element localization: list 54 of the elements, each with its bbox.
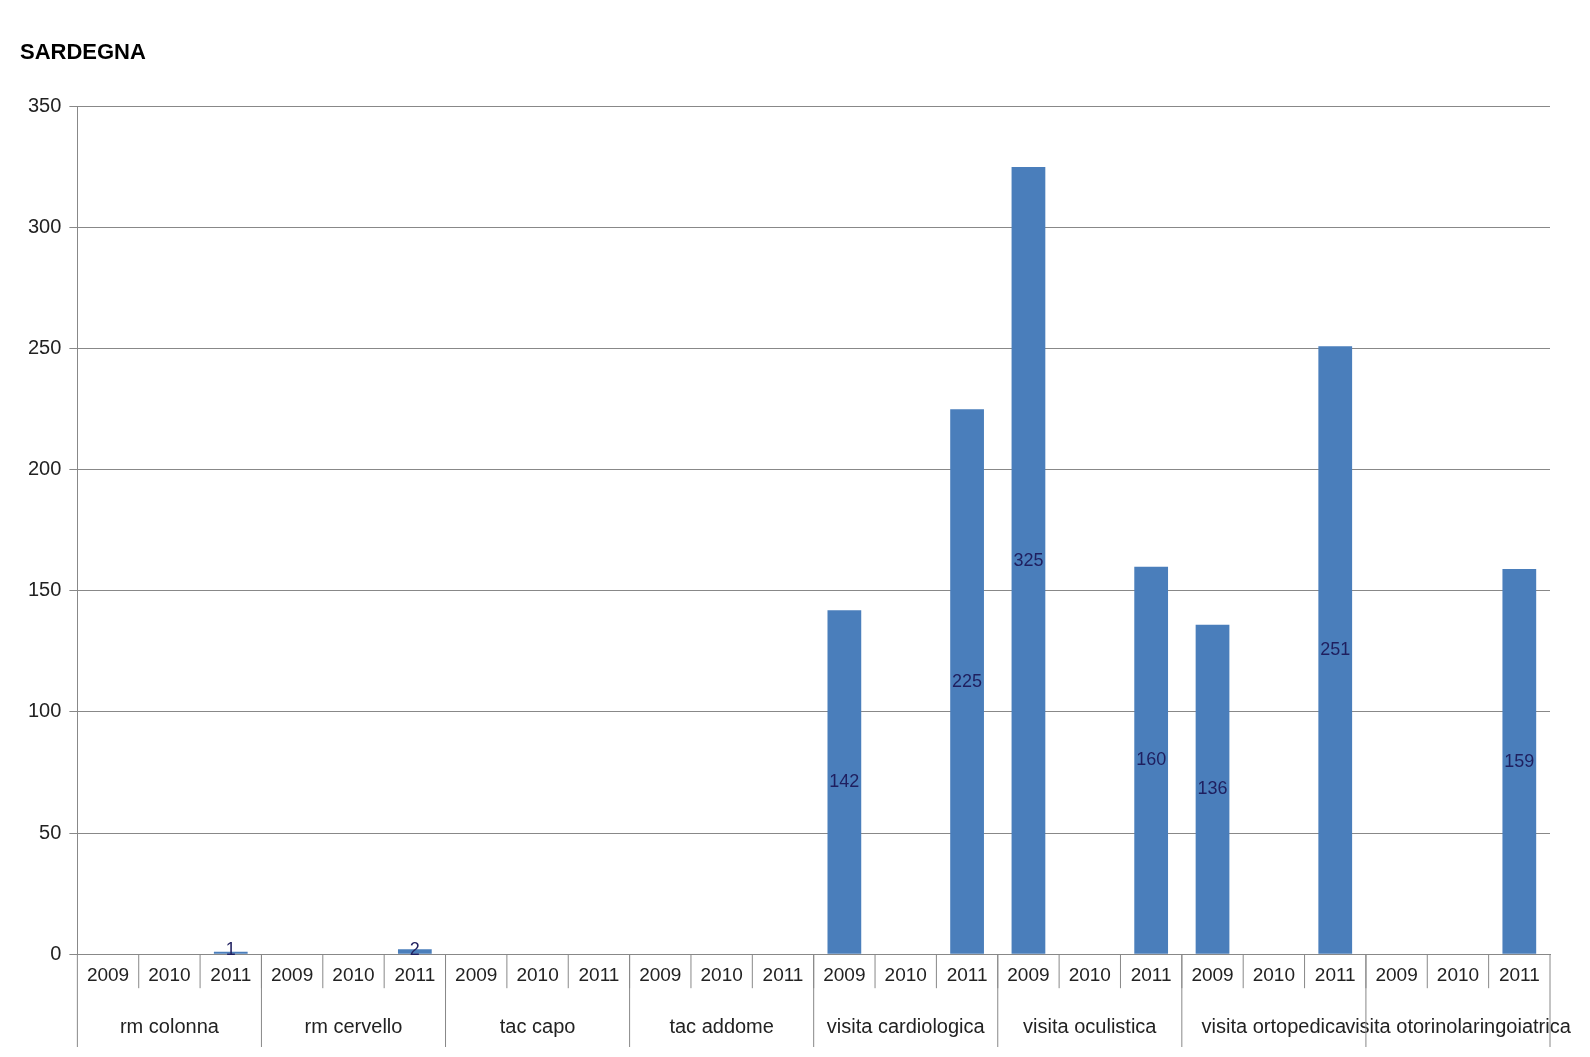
data-label: 160 (1136, 749, 1167, 770)
data-label: 325 (1013, 549, 1044, 570)
x-tick-label: 2010 (148, 963, 191, 985)
x-tick-label: 2009 (1375, 963, 1418, 985)
bar (1195, 624, 1230, 954)
x-tick-label: 2011 (1314, 963, 1356, 985)
x-tick-label: 2011 (762, 963, 804, 985)
x-tick-label: 2009 (823, 963, 866, 985)
y-tick-label: 50 (39, 820, 62, 843)
x-tick-label: 2011 (210, 963, 252, 985)
x-tick-label: 2009 (1007, 963, 1050, 985)
text: tac addome (669, 1014, 774, 1037)
x-tick-label: 2010 (332, 963, 375, 985)
x-tick-label: 2010 (884, 963, 927, 985)
data-label: 136 (1197, 778, 1228, 799)
x-tick-label: 2010 (700, 963, 743, 985)
text: visita otorinolaringoiatrica (1345, 1014, 1572, 1037)
y-tick-label: 100 (27, 699, 62, 722)
bar (950, 409, 984, 954)
text: tac capo (499, 1014, 576, 1037)
text: rm cervello (304, 1014, 403, 1037)
bar (1011, 166, 1046, 954)
y-tick-label: 0 (50, 941, 62, 964)
y-tick-label: 200 (27, 457, 62, 480)
bar (1502, 569, 1537, 954)
y-tick-label: 350 (27, 93, 62, 116)
bar (1134, 566, 1169, 954)
data-label: 251 (1320, 639, 1351, 660)
data-label: 142 (829, 771, 860, 792)
x-tick-label: 2010 (516, 963, 559, 985)
x-tick-label: 2009 (270, 963, 314, 985)
text: rm colonna (119, 1014, 220, 1037)
x-tick-label: 2011 (946, 963, 988, 985)
x-tick-label: 2009 (1191, 963, 1234, 985)
x-tick-label: 2009 (455, 963, 498, 985)
y-tick-label: 150 (27, 578, 62, 601)
y-tick-label: 300 (27, 215, 62, 238)
y-tick-label: 250 (27, 336, 62, 359)
x-tick-label: 2011 (394, 963, 436, 985)
data-label: 225 (952, 670, 983, 691)
bar (1318, 346, 1353, 954)
text: visita cardiologica (826, 1014, 986, 1037)
chart-title: SARDEGNA (20, 39, 147, 65)
x-tick-label: 2009 (86, 963, 130, 985)
x-tick-label: 2010 (1068, 963, 1111, 985)
data-label: 159 (1504, 750, 1535, 771)
x-tick-label: 2011 (1130, 963, 1172, 985)
text: visita oculistica (1023, 1014, 1158, 1037)
x-tick-label: 2011 (578, 963, 620, 985)
x-tick-label: 2010 (1252, 963, 1296, 985)
bar (827, 610, 862, 954)
x-tick-label: 2010 (1436, 963, 1480, 985)
x-tick-label: 2009 (639, 963, 682, 985)
x-tick-label: 2011 (1498, 963, 1540, 985)
